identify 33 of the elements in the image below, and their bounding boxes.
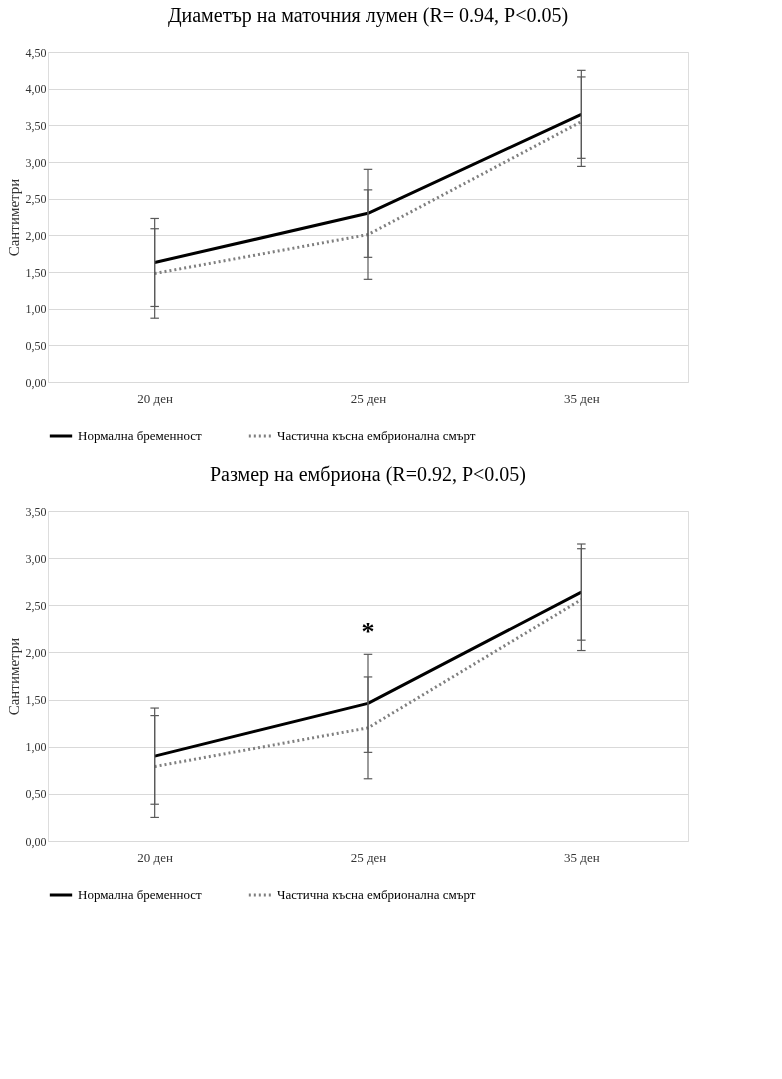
legend-label: Нормална бременност — [78, 887, 203, 902]
y-axis-title: Сантиметри — [5, 637, 22, 716]
chart-title: Размер на ембриона (R=0.92, P<0.05) — [209, 463, 527, 486]
y-tick-label: 2,00 — [25, 645, 47, 660]
y-axis-title: Сантиметри — [5, 178, 22, 257]
y-tick-label: 1,50 — [25, 265, 47, 280]
y-tick-label: 4,00 — [25, 82, 47, 97]
y-tick-label: 1,00 — [25, 302, 47, 317]
y-tick-label: 3,50 — [25, 118, 47, 133]
legend-label: Частична късна ембрионална смърт — [277, 428, 476, 443]
y-tick-label: 0,50 — [25, 787, 47, 802]
y-tick-label: 1,50 — [25, 693, 47, 708]
y-tick-label: 0,00 — [25, 834, 47, 849]
x-tick-label: 20 ден — [137, 849, 173, 865]
y-tick-label: 1,00 — [25, 740, 47, 755]
x-tick-label: 35 ден — [564, 849, 600, 865]
x-tick-label: 35 ден — [564, 390, 600, 406]
x-tick-label: 25 ден — [350, 849, 387, 865]
legend-label: Частична късна ембрионална смърт — [277, 887, 476, 902]
y-tick-label: 3,00 — [25, 155, 47, 170]
y-tick-label: 2,50 — [25, 192, 47, 207]
y-tick-label: 2,00 — [25, 228, 47, 243]
chart-title: Диаметър на маточния лумен (R= 0.94, P<0.05) — [167, 4, 569, 27]
annotation: * — [361, 617, 375, 647]
x-tick-label: 20 ден — [137, 390, 173, 406]
legend-label: Нормална бременност — [78, 428, 203, 443]
y-tick-label: 4,50 — [25, 45, 47, 60]
y-tick-label: 2,50 — [25, 598, 47, 613]
y-tick-label: 0,50 — [25, 338, 47, 353]
y-tick-label: 3,50 — [25, 504, 47, 519]
y-tick-label: 0,00 — [25, 375, 47, 390]
x-tick-label: 25 ден — [350, 390, 387, 406]
y-tick-label: 3,00 — [25, 551, 47, 566]
